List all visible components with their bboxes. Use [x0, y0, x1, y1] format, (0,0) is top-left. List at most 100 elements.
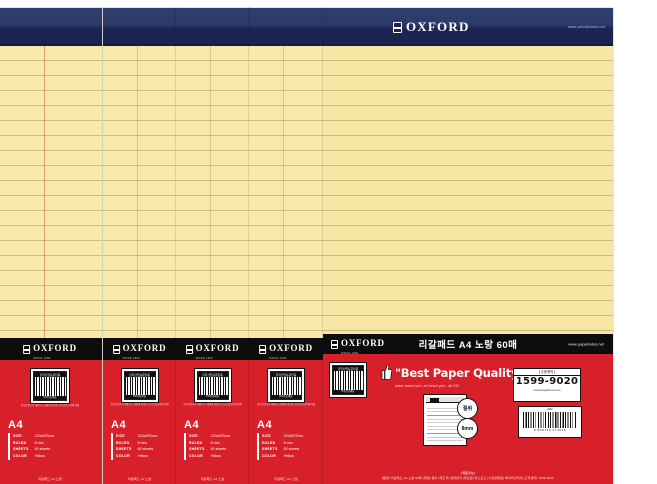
- certification-seal: 한국산업표준인증 KS인증제품: [30, 368, 70, 404]
- legal-pad-3: OXFORD SINCE 1900 한국산업표준인증 KS인증제품 한국공업규격…: [176, 8, 249, 484]
- pad-header-binding: [249, 8, 323, 46]
- spec-row: SHEETS 60 sheets: [9, 446, 55, 453]
- thumbs-up-icon: [379, 364, 393, 380]
- legal-pad-4: OXFORD SINCE 1900 한국산업표준인증 KS인증제품 한국공업규격…: [249, 8, 323, 484]
- brand-name: OXFORD: [269, 343, 313, 353]
- quality-headline: "Best Paper Quality": [395, 366, 525, 380]
- spec-row: SIZE 210x297mm: [112, 433, 158, 440]
- brand-lockup: OXFORD SINCE 1900: [112, 338, 167, 360]
- spec-value: 60 sheets: [210, 447, 227, 452]
- oxford-shield-icon: [331, 339, 338, 349]
- cert-note: 한국공업규격 제품표시 제품의 품질은 한국산업규격에 따름: [256, 403, 316, 406]
- spec-row: SIZE 210x297mm: [9, 433, 55, 440]
- label-website-url: www.papelnotes.net: [568, 341, 604, 347]
- label-brand-bar: OXFORD SINCE 1900: [103, 338, 176, 360]
- pad-header-binding: [176, 8, 249, 46]
- spec-row: RULED 8 mm: [258, 440, 304, 447]
- cert-top-text: 한국산업표준인증: [124, 372, 155, 378]
- brand-tagline: SINCE 1900: [33, 357, 51, 360]
- quality-subtext: water based pen, oil based pen...all OK!: [395, 384, 460, 388]
- cert-note: 한국공업규격 제품표시 제품의 품질은 한국산업규격에 따름: [110, 403, 169, 406]
- illustration-clip: [430, 398, 439, 402]
- badge-ruling-width: 8mm: [457, 418, 478, 439]
- product-title: 리갈패드 A4 노랑 60매: [418, 340, 518, 351]
- header-website-url: www.oxfordnotes.net: [567, 25, 605, 29]
- product-illustration: 절취 8mm: [423, 394, 498, 449]
- badge-perforation: 절취: [457, 398, 478, 419]
- cert-bottom-text: KS인증제품: [271, 395, 301, 399]
- margin-rule: [210, 46, 211, 484]
- brand-name: OXFORD: [195, 343, 240, 353]
- cert-top-text: 한국산업표준인증: [271, 372, 301, 378]
- cert-bottom-text: KS인증제품: [197, 395, 228, 399]
- product-label-3: OXFORD SINCE 1900 한국산업표준인증 KS인증제품 한국공업규격…: [176, 338, 249, 484]
- barcode-digits: 8 800729 273015: [533, 427, 567, 432]
- barcode-variant: A02: [547, 407, 553, 411]
- certification-seal: 한국산업표준인증 KS인증제품: [329, 362, 367, 398]
- cert-code-graphic: [197, 377, 228, 396]
- oxford-shield-icon: [393, 21, 402, 33]
- spec-value: 60 sheets: [283, 447, 300, 452]
- brand-name: OXFORD: [33, 343, 77, 353]
- spec-value: Yellow: [283, 453, 294, 458]
- brand-name: OXFORD: [406, 19, 470, 34]
- spec-value: 8 mm: [210, 440, 220, 445]
- spec-row: RULED 8 mm: [9, 440, 55, 447]
- spec-key: SHEETS: [116, 447, 132, 452]
- spec-value: 210x297mm: [34, 434, 55, 438]
- brand-lockup: OXFORD SINCE 1900: [185, 338, 240, 360]
- spec-value: 8 mm: [283, 440, 293, 445]
- spec-key: RULED: [189, 440, 203, 445]
- cert-code-graphic: [34, 377, 66, 397]
- spec-row: COLOR Yellow: [258, 453, 304, 460]
- spec-row: SHEETS 60 sheets: [258, 446, 304, 453]
- brand-tagline: SINCE 1900: [341, 352, 359, 355]
- spec-key: COLOR: [13, 453, 27, 458]
- quality-callout: "Best Paper Quality" water based pen, oi…: [379, 364, 524, 388]
- spec-value: Yellow: [137, 453, 148, 458]
- brand-lockup: OXFORD SINCE 1900: [331, 334, 385, 355]
- margin-rule: [44, 46, 45, 484]
- spec-size-label: A4: [8, 419, 24, 431]
- label-brand-bar: OXFORD SINCE 1900: [176, 338, 249, 360]
- fineprint-heading: [제품정보]: [461, 471, 475, 476]
- barcode-block: A02 8 800729 273015: [518, 406, 582, 438]
- spec-key: COLOR: [116, 453, 130, 458]
- brand-tagline: SINCE 1900: [269, 357, 287, 360]
- brand-tagline: SINCE 1900: [195, 357, 214, 360]
- pad-header-binding: [103, 8, 176, 46]
- brand-lockup-header: OXFORD: [323, 8, 613, 46]
- label-brand-bar: OXFORD SINCE 1900: [0, 338, 102, 360]
- spec-row: SIZE 210x297mm: [258, 433, 304, 440]
- cert-code-graphic: [333, 371, 363, 391]
- order-caption: [ 주문예약 ]: [514, 369, 580, 377]
- label-footer-text: 리갈패드 A4 노랑: [200, 477, 225, 482]
- spec-value: 60 sheets: [34, 447, 51, 452]
- pad-header-binding: [0, 8, 102, 46]
- spec-row: SIZE 210x297mm: [185, 433, 231, 440]
- brand-lockup: OXFORD SINCE 1900: [259, 338, 313, 360]
- cert-top-text: 한국산업표준인증: [34, 372, 66, 378]
- cert-code-graphic: [124, 377, 155, 396]
- spec-key: SIZE: [116, 434, 125, 438]
- spec-size-label: A4: [184, 419, 200, 431]
- label-footer-text: 리갈패드 A4 노랑: [274, 477, 298, 482]
- cert-note: 한국공업규격 제품표시 제품의 품질은 한국산업규격에 따름: [183, 403, 242, 406]
- spec-value: 210x297mm: [283, 434, 304, 438]
- margin-rule: [137, 46, 138, 484]
- spec-value: 210x297mm: [210, 434, 231, 438]
- spec-key: SIZE: [262, 434, 271, 438]
- label-brand-bar: OXFORD SINCE 1900: [249, 338, 323, 360]
- spec-key: RULED: [13, 440, 27, 445]
- brand-lockup: OXFORD SINCE 1900: [23, 338, 77, 360]
- spec-value: 210x297mm: [137, 434, 158, 438]
- label-footer-text: 리갈패드 A4 노랑: [38, 477, 62, 482]
- spec-block: A4 SIZE 210x297mm RULED 8 mm SHEETS 60 s…: [8, 420, 56, 460]
- spec-key: SHEETS: [262, 447, 278, 452]
- spec-row: SHEETS 60 sheets: [185, 446, 231, 453]
- spec-row: RULED 8 mm: [185, 440, 231, 447]
- brand-name: OXFORD: [122, 343, 167, 353]
- spec-block: A4 SIZE 210x297mm RULED 8 mm SHEETS 60 s…: [184, 420, 232, 460]
- product-label-4: OXFORD SINCE 1900 한국산업표준인증 KS인증제품 한국공업규격…: [249, 338, 323, 484]
